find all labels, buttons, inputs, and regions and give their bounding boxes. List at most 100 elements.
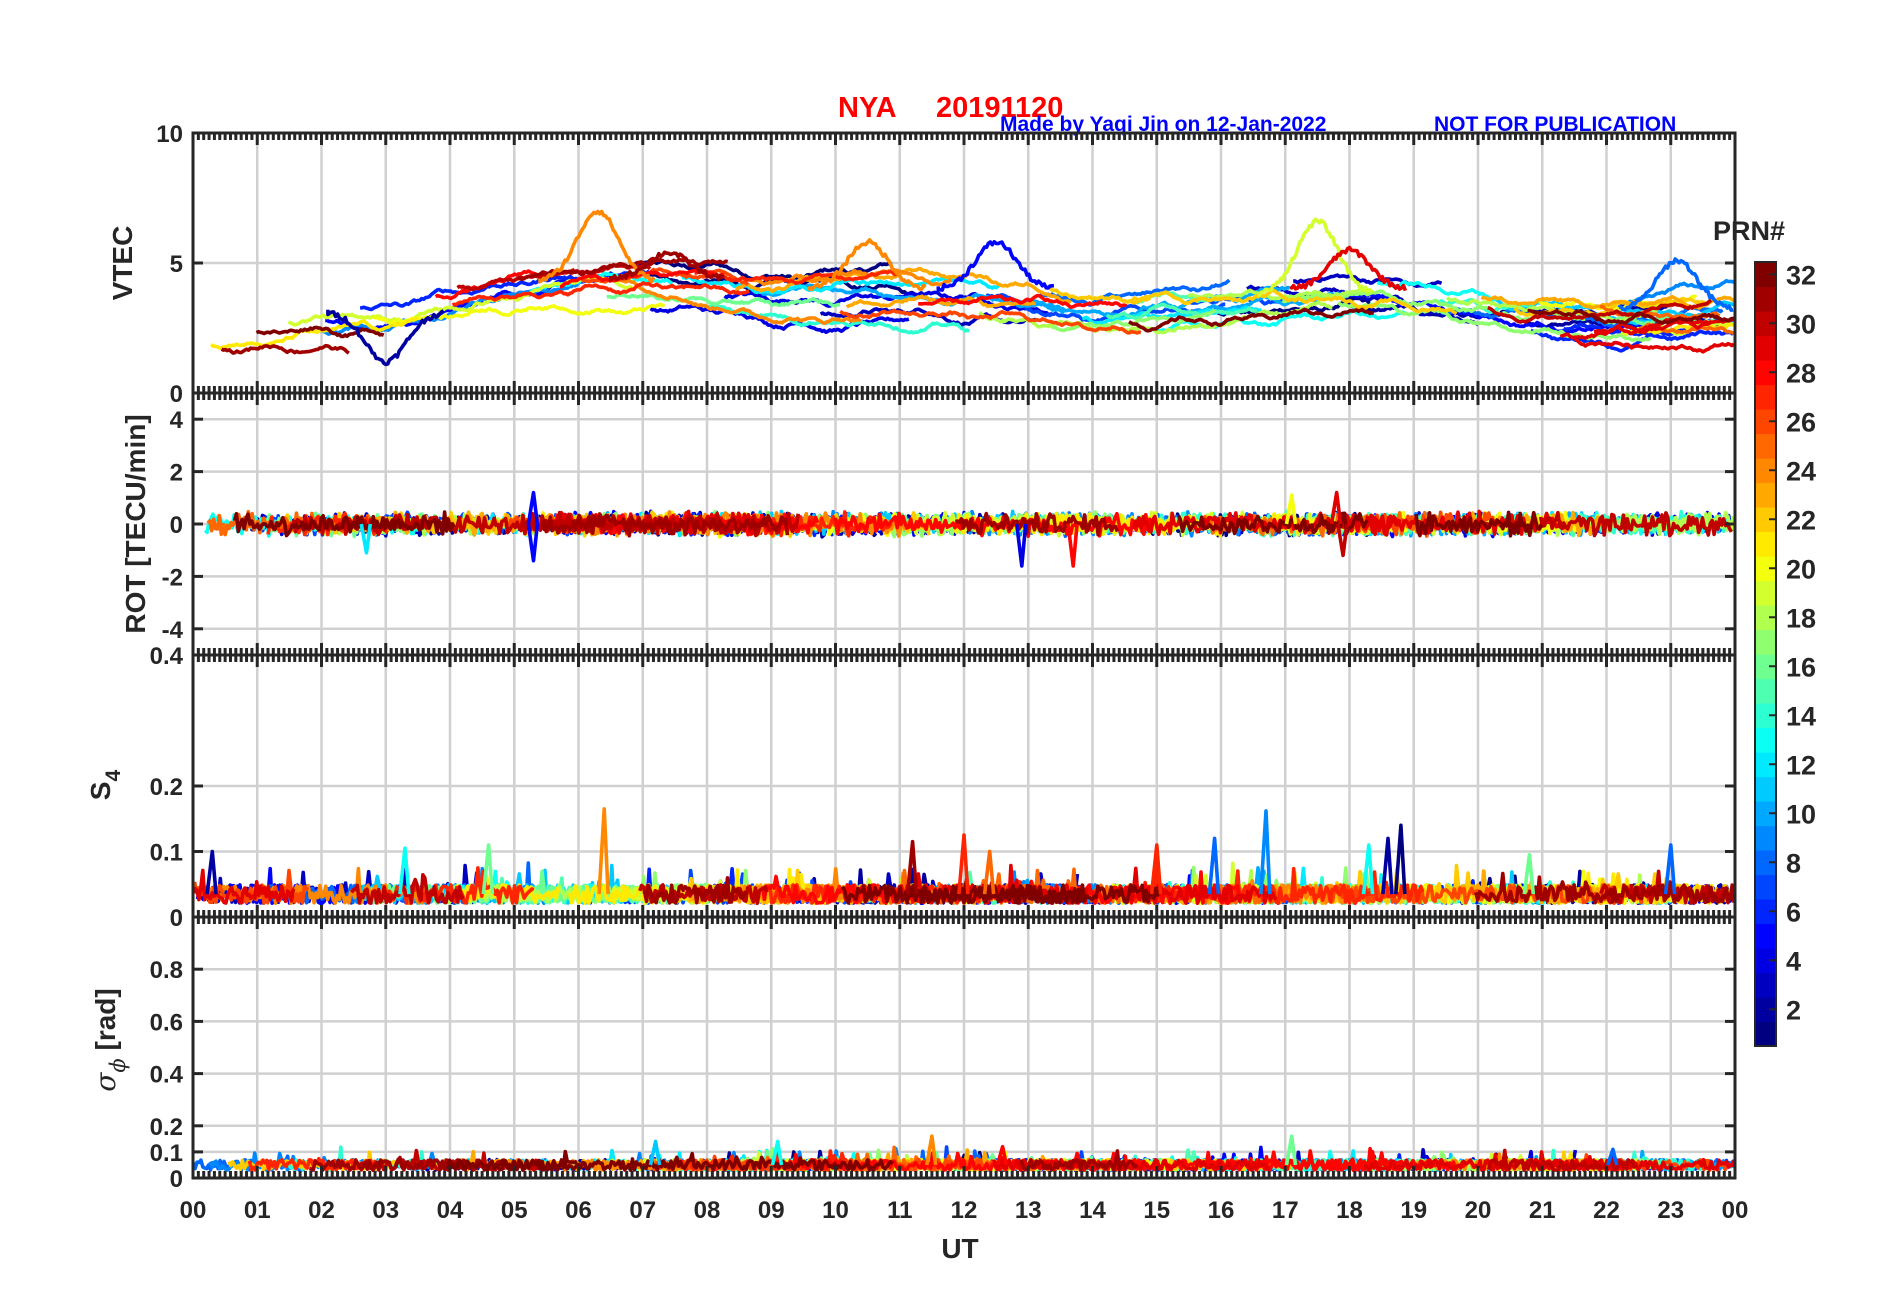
sigma_phi-ytick-label: 0.2 (150, 1114, 183, 1141)
prn-20-trace (373, 302, 666, 326)
prn-18-trace (1188, 288, 1365, 301)
rot-peak-3 (1066, 523, 1079, 568)
colorbar-tick-label: 26 (1786, 407, 1816, 437)
s4-peak-1 (1259, 809, 1272, 895)
x-tick-label: 02 (308, 1197, 335, 1224)
rot-ytick-label: 0 (170, 512, 183, 539)
vtec-grid (193, 133, 1735, 393)
x-tick-label: 06 (565, 1197, 592, 1224)
colorbar-tick-label: 14 (1786, 701, 1816, 731)
prn-30-trace (1486, 1148, 1638, 1172)
sigma_phi-peak-1 (1284, 1134, 1298, 1166)
sigma_phi-ytick-label: 0.8 (150, 957, 183, 984)
colorbar-tick-label: 24 (1786, 456, 1816, 486)
prn-27-trace (452, 281, 750, 307)
prn-26-trace (193, 868, 310, 905)
x-tick-label: 11 (887, 1197, 912, 1224)
prn-31-trace (954, 511, 1120, 537)
sigma_phi-peak-0 (924, 1134, 938, 1166)
s4-peak-11 (1361, 843, 1375, 895)
x-tick-label: 16 (1208, 1197, 1235, 1224)
s4-ytick-label: 0.2 (150, 774, 183, 801)
vtec-peak-4 (1289, 245, 1408, 292)
colorbar-segment (1755, 580, 1776, 606)
colorbar-tick-label: 30 (1786, 309, 1816, 339)
prn-21-trace (210, 316, 419, 351)
prn-31-trace (516, 257, 729, 282)
prn-30-trace (1487, 298, 1713, 324)
vtec-ytick-label: 10 (156, 121, 183, 148)
x-tick-label: 05 (501, 1197, 528, 1224)
colorbar-segment (1755, 727, 1776, 753)
colorbar-segment (1755, 1021, 1776, 1047)
x-tick-label: 14 (1079, 1197, 1106, 1224)
prn-3-trace (1293, 273, 1443, 289)
colorbar-segment (1755, 850, 1776, 876)
x-tick-label: 12 (951, 1197, 978, 1224)
colorbar-segment (1755, 507, 1776, 533)
prn-29-trace (1559, 332, 1735, 354)
prn-26-trace (839, 308, 1142, 335)
colorbar-tick-label: 12 (1786, 750, 1816, 780)
x-tick-label: 01 (244, 1197, 271, 1224)
colorbar-tick-label: 6 (1786, 897, 1801, 927)
vtec-ytick-label: 0 (170, 381, 183, 408)
x-tick-label: 18 (1336, 1197, 1363, 1224)
s4-peak-5 (1381, 836, 1394, 895)
sigma-phi-panel: 00.10.2 0.4 0.6 0.8 (150, 915, 1737, 1193)
prn-8-trace (1039, 278, 1231, 307)
x-tick-label: 03 (372, 1197, 399, 1224)
prn-4-trace (649, 304, 910, 334)
prn-3-trace (1246, 284, 1480, 327)
colorbar-segment (1755, 874, 1776, 900)
prn-29-trace (1571, 316, 1735, 340)
colorbar-segment (1755, 335, 1776, 361)
sigma_phi-grid (193, 917, 1735, 1178)
title-station: NYA (838, 92, 897, 124)
prn-31-trace (220, 343, 350, 355)
rot-panel: -4 -2 0 2 4 (162, 391, 1737, 657)
y-axis-labels: VTEC ROT [TECU/min] S4 σϕ [rad] (85, 226, 151, 1092)
colorbar-segment (1755, 605, 1776, 631)
x-tick-label: 10 (822, 1197, 849, 1224)
colorbar-segment (1755, 556, 1776, 582)
prn-32-trace (446, 1149, 578, 1172)
colorbar-segment (1755, 678, 1776, 704)
colorbar-segment (1755, 801, 1776, 827)
sigma_phi-peak-4 (1606, 1147, 1619, 1166)
s4-ytick-label: 0 (170, 905, 183, 932)
x-tick-label: 20 (1465, 1197, 1492, 1224)
vtec-peak-5 (808, 238, 927, 292)
prn-29-trace (193, 868, 296, 905)
prn-32-trace (1177, 511, 1369, 536)
prn-30-trace (638, 883, 769, 905)
x-tick-label: 00 (180, 1197, 207, 1224)
rot-ytick-label: -2 (162, 564, 183, 591)
vtec-peak-6 (1617, 257, 1734, 312)
colorbar-segment (1755, 458, 1776, 484)
s4-peak-4 (1207, 836, 1221, 895)
prn-24-trace (615, 277, 863, 326)
x-tick-label: 23 (1657, 1197, 1684, 1224)
colorbar-segment (1755, 482, 1776, 508)
rot-peak-2 (1014, 523, 1028, 568)
colorbar-tick-label: 4 (1786, 946, 1801, 976)
colorbar-segment (1755, 923, 1776, 949)
s4-peak-14 (1522, 853, 1536, 895)
colorbar-segment (1755, 311, 1776, 337)
s4-peak-2 (1394, 823, 1407, 895)
colorbar-segment (1755, 654, 1776, 680)
figure-title: NYA 20191120 Made by Yaqi Jin on 12-Jan-… (838, 92, 1676, 136)
prn-32-trace (903, 876, 1162, 905)
rot-peak-7 (359, 523, 373, 555)
colorbar-segment (1755, 629, 1776, 655)
s4-peak-3 (957, 833, 970, 895)
rot-peak-5 (1284, 493, 1298, 525)
colorbar-segment (1755, 360, 1776, 386)
rot-ytick-label: 2 (170, 460, 183, 487)
vtec-ylabel: VTEC (107, 226, 138, 301)
rot-peak-6 (1336, 523, 1349, 558)
sigma_phi-series (193, 1134, 1735, 1172)
